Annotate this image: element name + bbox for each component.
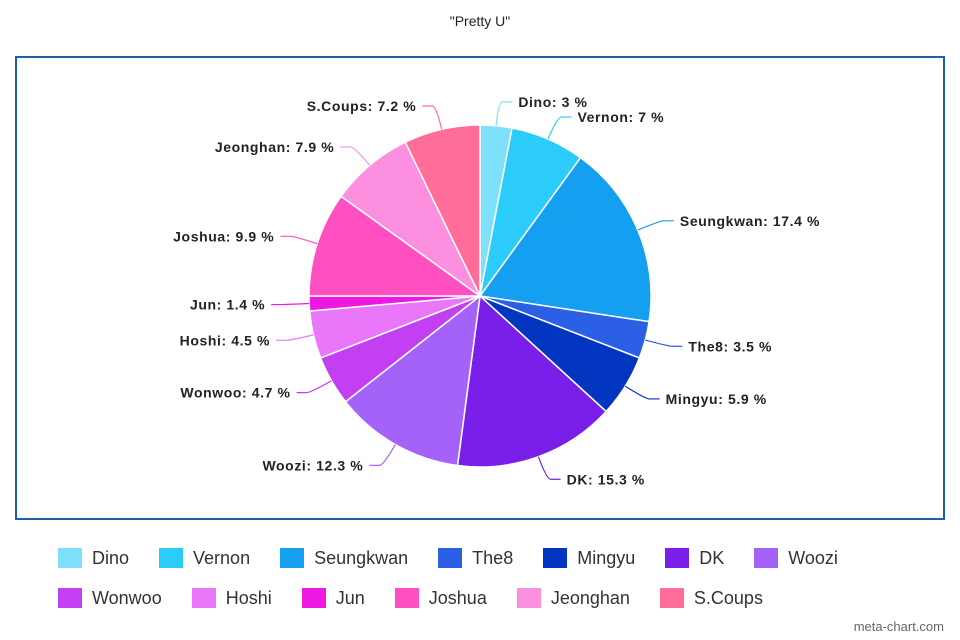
leader-line [547, 116, 572, 140]
legend-label: S.Coups [693, 587, 763, 608]
legend-item-jeonghan[interactable]: Jeonghan [516, 586, 630, 610]
legend-item-hoshi[interactable]: Hoshi [191, 586, 272, 610]
legend-item-dino[interactable]: Dino [58, 546, 129, 570]
legend-swatch [280, 548, 305, 568]
pie-slice-woozi[interactable] [344, 294, 481, 467]
legend-item-dk[interactable]: DK [665, 546, 724, 570]
legend-label: Wonwoo [92, 587, 162, 608]
leader-line [637, 220, 674, 231]
chart-title: "Pretty U" [449, 13, 511, 29]
legend-swatch [58, 548, 82, 568]
legend-item-the8[interactable]: The8 [438, 546, 513, 570]
data-label: Joshua: 9.9 % [173, 228, 274, 244]
data-label: The8: 3.5 % [688, 338, 772, 354]
leader-line [280, 235, 318, 245]
legend-item-wonwoo[interactable]: Wonwoo [58, 586, 162, 610]
legend-label: Vernon [193, 547, 251, 568]
legend: Dino Vernon Seungkwan The8 Mingyu DK Woozi Wonw… [58, 546, 918, 610]
legend-label: Joshua [428, 587, 487, 608]
legend-label: Seungkwan [314, 547, 409, 568]
credit-link[interactable]: meta-chart.com [853, 619, 944, 634]
data-label: Wonwoo: 4.7 % [180, 385, 290, 401]
leader-line [495, 101, 513, 126]
data-label: S.Coups: 7.2 % [307, 98, 417, 114]
legend-swatch [516, 588, 541, 608]
data-label: Jun: 1.4 % [190, 297, 265, 313]
legend-label: Woozi [788, 547, 838, 568]
chart-frame [15, 56, 945, 520]
legend-swatch [665, 548, 690, 568]
leader-line [422, 105, 443, 130]
legend-label: The8 [472, 547, 514, 568]
legend-swatch [58, 588, 82, 608]
data-label: Jeonghan: 7.9 % [215, 139, 334, 155]
legend-swatch [543, 548, 568, 568]
legend-item-jun[interactable]: Jun [301, 586, 365, 610]
data-label: Seungkwan: 17.4 % [680, 213, 820, 229]
legend-swatch [754, 548, 779, 568]
legend-label: Jun [335, 587, 365, 608]
leader-line [276, 334, 314, 341]
legend-swatch [438, 548, 463, 568]
legend-label: Mingyu [577, 547, 636, 568]
pie-slice-seungkwan[interactable] [478, 156, 652, 323]
legend-label: Hoshi [225, 587, 272, 608]
legend-swatch [159, 548, 184, 568]
data-label: DK: 15.3 % [567, 471, 645, 487]
pie-slice-scoups[interactable] [404, 124, 481, 297]
leader-line [271, 302, 310, 306]
legend-swatch [191, 588, 216, 608]
legend-item-scoups[interactable]: S.Coups [659, 586, 763, 610]
leader-line [645, 339, 683, 347]
pie-chart: Dino: 3 %Vernon: 7 % Seungkwan: 17.4 % The… [173, 94, 820, 487]
legend-item-woozi[interactable]: Woozi [754, 546, 838, 570]
legend-item-seungkwan[interactable]: Seungkwan [280, 546, 408, 570]
leader-line [537, 456, 561, 480]
legend-label: DK [699, 547, 725, 568]
leader-line [340, 146, 371, 166]
legend-label: Jeonghan [550, 587, 630, 608]
legend-swatch [659, 588, 684, 608]
leader-line [296, 380, 332, 394]
data-label: Woozi: 12.3 % [262, 457, 363, 473]
legend-label: Dino [92, 547, 130, 568]
data-label: Dino: 3 % [518, 94, 587, 110]
data-label: Mingyu: 5.9 % [666, 391, 767, 407]
legend-item-joshua[interactable]: Joshua [394, 586, 487, 610]
legend-item-mingyu[interactable]: Mingyu [543, 546, 635, 570]
leader-line [369, 444, 396, 466]
data-label: Hoshi: 4.5 % [180, 332, 270, 348]
data-label: Vernon: 7 % [577, 109, 664, 125]
legend-swatch [394, 588, 419, 608]
legend-item-vernon[interactable]: Vernon [159, 546, 250, 570]
legend-swatch [301, 588, 326, 608]
leader-line [624, 385, 660, 400]
